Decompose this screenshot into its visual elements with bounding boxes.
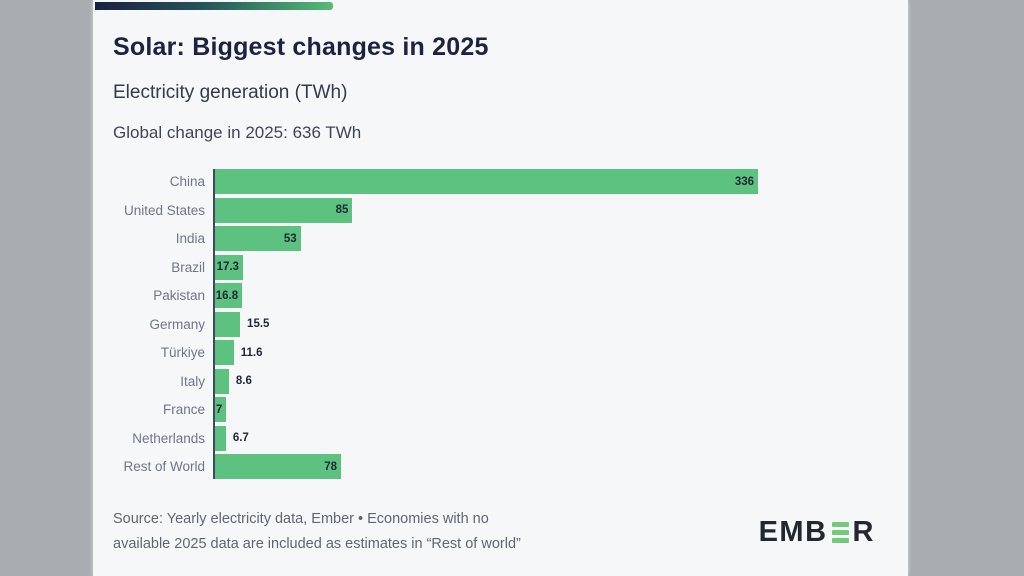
chart-row: Italy 8.6	[93, 368, 908, 394]
bar-area: 17.3	[215, 254, 908, 280]
chart-card: Solar: Biggest changes in 2025 Electrici…	[93, 0, 908, 576]
category-label: China	[169, 174, 205, 190]
chart-note: Global change in 2025: 636 TWh	[113, 122, 362, 142]
chart-row: China 336	[93, 169, 908, 195]
chart-title: Solar: Biggest changes in 2025	[113, 33, 489, 61]
ember-logo-green-e-icon	[831, 521, 849, 543]
bar	[215, 311, 241, 337]
chart-row: France 7	[93, 397, 908, 423]
chart-row: India 53	[93, 226, 908, 252]
bar-area: 6.7	[215, 425, 908, 451]
value-label: 15.5	[247, 318, 270, 331]
bar	[215, 340, 234, 366]
value-label: 7	[215, 403, 223, 416]
value-label: 336	[734, 175, 754, 188]
bar-area: 78	[215, 454, 908, 480]
chart-row: Rest of World 78	[93, 454, 908, 480]
value-label: 11.6	[240, 346, 263, 359]
bar-area: 15.5	[215, 311, 908, 337]
ember-logo-text-suffix: R	[852, 515, 875, 548]
source-line-1: Source: Yearly electricity data, Ember •…	[113, 511, 489, 528]
bar: 85	[215, 197, 353, 223]
chart-header: Solar: Biggest changes in 2025 Electrici…	[93, 0, 908, 143]
category-label: United States	[123, 202, 205, 218]
value-label: 16.8	[215, 289, 239, 302]
bar-area: 7	[215, 397, 908, 423]
ember-logo-text-prefix: EMB	[758, 515, 828, 548]
chart-footer: Source: Yearly electricity data, Ember •…	[93, 507, 908, 557]
chart-subtitle: Electricity generation (TWh)	[113, 82, 348, 103]
bar-chart-rows: China 336 United States 85 India 53 Brazil 17.3…	[93, 169, 908, 480]
bar-area: 11.6	[215, 340, 908, 366]
y-axis-line	[213, 169, 215, 480]
chart-row: United States 85	[93, 197, 908, 223]
chart-row: Türkiye 11.6	[93, 340, 908, 366]
category-label: Brazil	[171, 259, 205, 275]
chart-row: Pakistan 16.8	[93, 283, 908, 309]
category-label: France	[162, 402, 205, 418]
bar: 17.3	[215, 254, 243, 280]
value-label: 6.7	[232, 432, 249, 445]
bar-area: 85	[215, 197, 908, 223]
chart-row: Netherlands 6.7	[93, 425, 908, 451]
value-label: 53	[283, 232, 297, 245]
category-label: Rest of World	[123, 459, 205, 475]
bar: 336	[215, 169, 758, 195]
chart-row: Germany 15.5	[93, 311, 908, 337]
category-label: Türkiye	[160, 345, 205, 361]
value-label: 17.3	[216, 261, 239, 274]
value-label: 78	[324, 460, 338, 473]
category-label: Italy	[180, 373, 205, 389]
source-line-2: available 2025 data are included as esti…	[113, 536, 521, 553]
category-label: Pakistan	[153, 288, 205, 304]
bar	[215, 425, 226, 451]
bar-area: 8.6	[215, 368, 908, 394]
bar-area: 16.8	[215, 283, 908, 309]
value-label: 8.6	[235, 375, 252, 388]
bar: 16.8	[215, 283, 243, 309]
category-label: India	[175, 231, 205, 247]
category-label: Netherlands	[132, 430, 205, 446]
bar-area: 336	[215, 169, 908, 195]
bar-area: 53	[215, 226, 908, 252]
bar: 7	[215, 397, 227, 423]
bar-chart: China 336 United States 85 India 53 Brazil 17.3…	[93, 169, 908, 480]
category-label: Germany	[149, 316, 205, 332]
brand-gradient-bar	[95, 2, 333, 10]
source-text: Source: Yearly electricity data, Ember •…	[113, 507, 521, 557]
chart-row: Brazil 17.3	[93, 254, 908, 280]
ember-logo: EMB R	[759, 516, 875, 549]
value-label: 85	[335, 204, 349, 217]
bar: 78	[215, 454, 342, 480]
bar: 53	[215, 226, 301, 252]
bar	[215, 368, 229, 394]
